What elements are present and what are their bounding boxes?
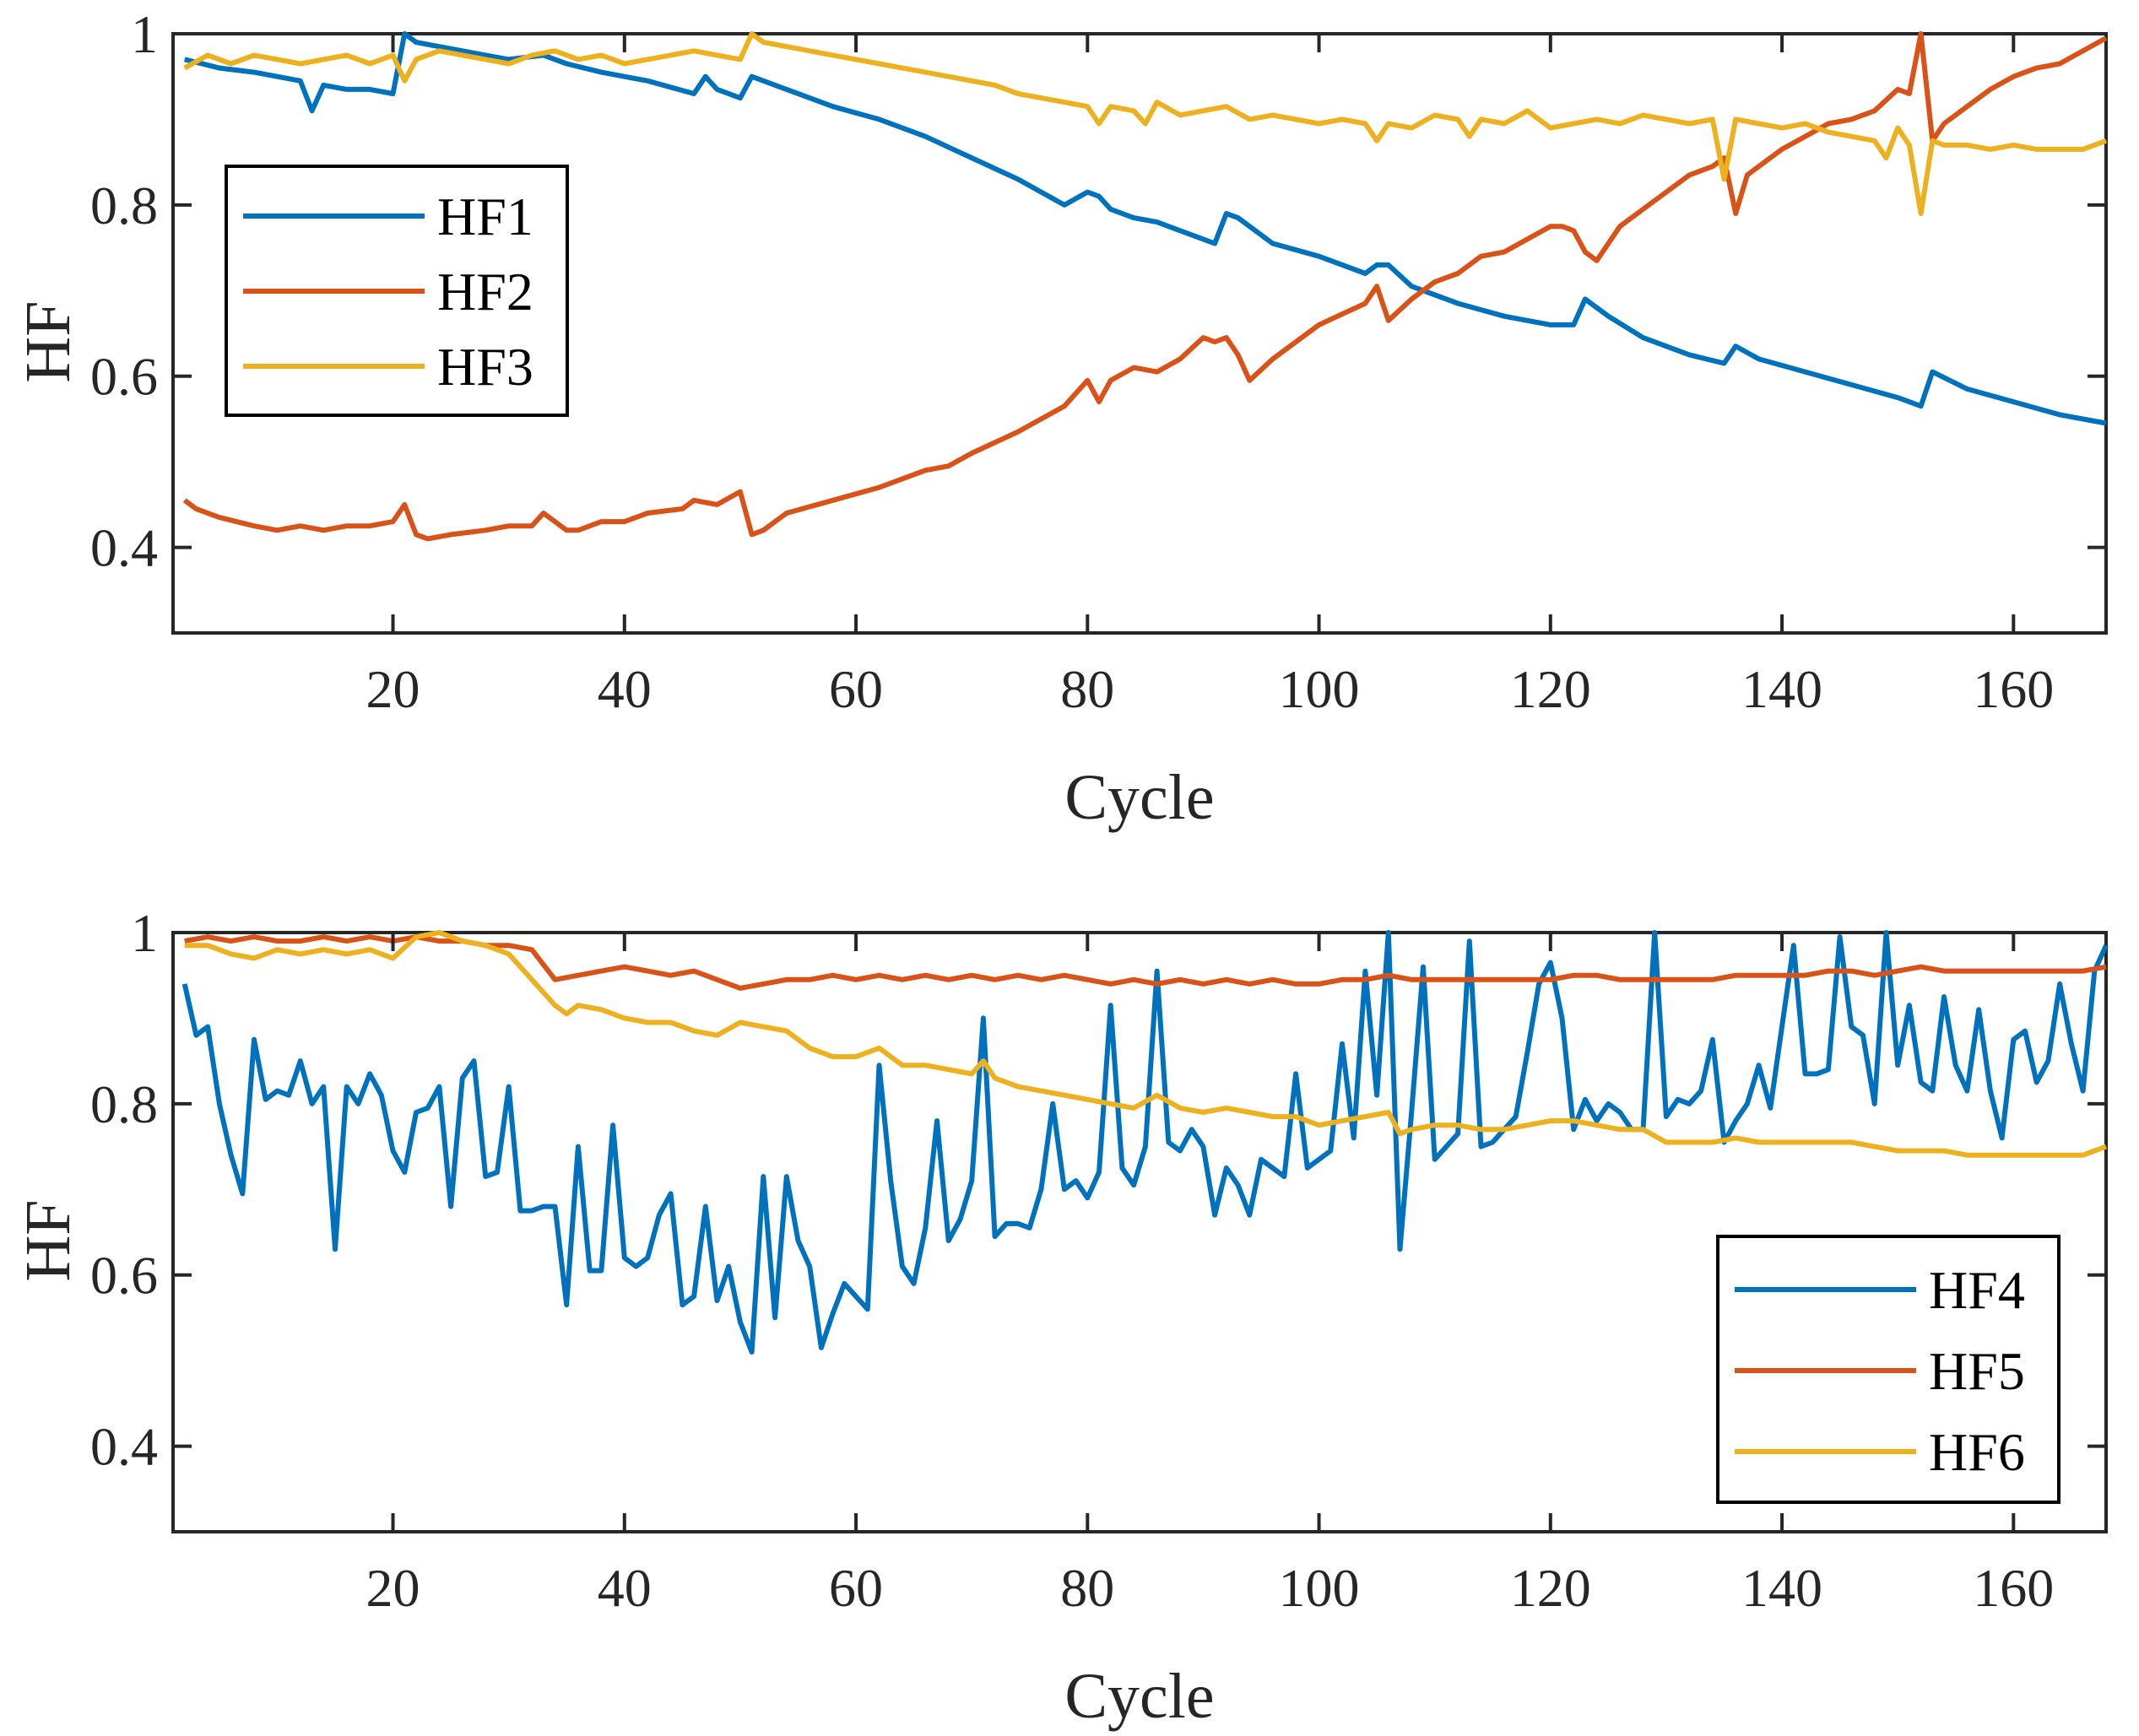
y-tick-label: 1: [131, 903, 158, 963]
bottom-x-axis-label: Cycle: [1064, 1661, 1214, 1732]
top-series: [182, 31, 2108, 542]
x-tick-label: 20: [366, 659, 420, 719]
top-legend: HF1 HF2 HF3: [225, 165, 569, 417]
y-tick-label: 0.4: [90, 518, 158, 578]
bottom-legend-hf6-label: HF6: [1929, 1422, 2025, 1482]
x-tick-label: 80: [1060, 659, 1114, 719]
y-tick-label: 0.8: [90, 1074, 158, 1134]
bottom-series: [181, 930, 2109, 1355]
y-tick-label: 0.6: [90, 1246, 158, 1306]
top-legend-hf3-label: HF3: [437, 337, 533, 397]
y-tick-label: 0.6: [90, 347, 158, 407]
bottom-legend-hf4-label: HF4: [1929, 1260, 2025, 1320]
x-tick-label: 140: [1741, 659, 1822, 719]
bottom-y-axis-label: HF: [13, 1199, 84, 1281]
top-x-axis-ticks: 20 40 60 80 100 120 140 160: [366, 34, 2054, 719]
x-tick-label: 100: [1279, 1558, 1360, 1618]
top-series-hf2-line: [182, 31, 2108, 542]
y-tick-label: 0.8: [90, 176, 158, 235]
bottom-series-hf5-line: [184, 934, 2107, 991]
x-tick-label: 40: [598, 659, 652, 719]
top-x-axis-label: Cycle: [1064, 762, 1214, 833]
x-tick-label: 20: [366, 1558, 420, 1618]
x-tick-label: 140: [1741, 1558, 1822, 1618]
top-legend-hf2-label: HF2: [437, 262, 533, 322]
bottom-series-hf6-line: [184, 930, 2108, 1158]
x-tick-label: 80: [1060, 1558, 1114, 1618]
bottom-x-axis-ticks: 20 40 60 80 100 120 140 160: [366, 933, 2054, 1618]
bottom-y-axis-ticks: 0.4 0.6 0.8 1: [90, 903, 2106, 1477]
x-tick-label: 120: [1510, 1558, 1591, 1618]
top-series-hf1-line: [183, 31, 2107, 426]
bottom-plot: 20 40 60 80 100 120 140 160 0.4 0.6 0.8 1 Cycle HF…: [13, 903, 2109, 1732]
x-tick-label: 60: [829, 1558, 883, 1618]
x-tick-label: 60: [829, 659, 883, 719]
top-legend-hf1-label: HF1: [437, 187, 533, 246]
bottom-legend: HF4 HF5 HF6: [1716, 1235, 2060, 1504]
y-tick-label: 0.4: [90, 1417, 158, 1477]
bottom-legend-hf5-label: HF5: [1929, 1341, 2025, 1401]
bottom-series-hf4-line: [181, 930, 2109, 1355]
top-y-axis-label: HF: [13, 300, 84, 382]
x-tick-label: 160: [1973, 659, 2054, 719]
x-tick-label: 120: [1510, 659, 1591, 719]
y-tick-label: 1: [131, 4, 158, 64]
x-tick-label: 100: [1279, 659, 1360, 719]
top-plot: 20 40 60 80 100 120 140 160 0.4 0.6 0.8 1 Cycle HF…: [13, 4, 2108, 833]
top-y-axis-ticks: 0.4 0.6 0.8 1: [90, 4, 2106, 578]
x-tick-label: 40: [598, 1558, 652, 1618]
x-tick-label: 160: [1973, 1558, 2054, 1618]
top-series-hf3-line: [183, 31, 2108, 216]
